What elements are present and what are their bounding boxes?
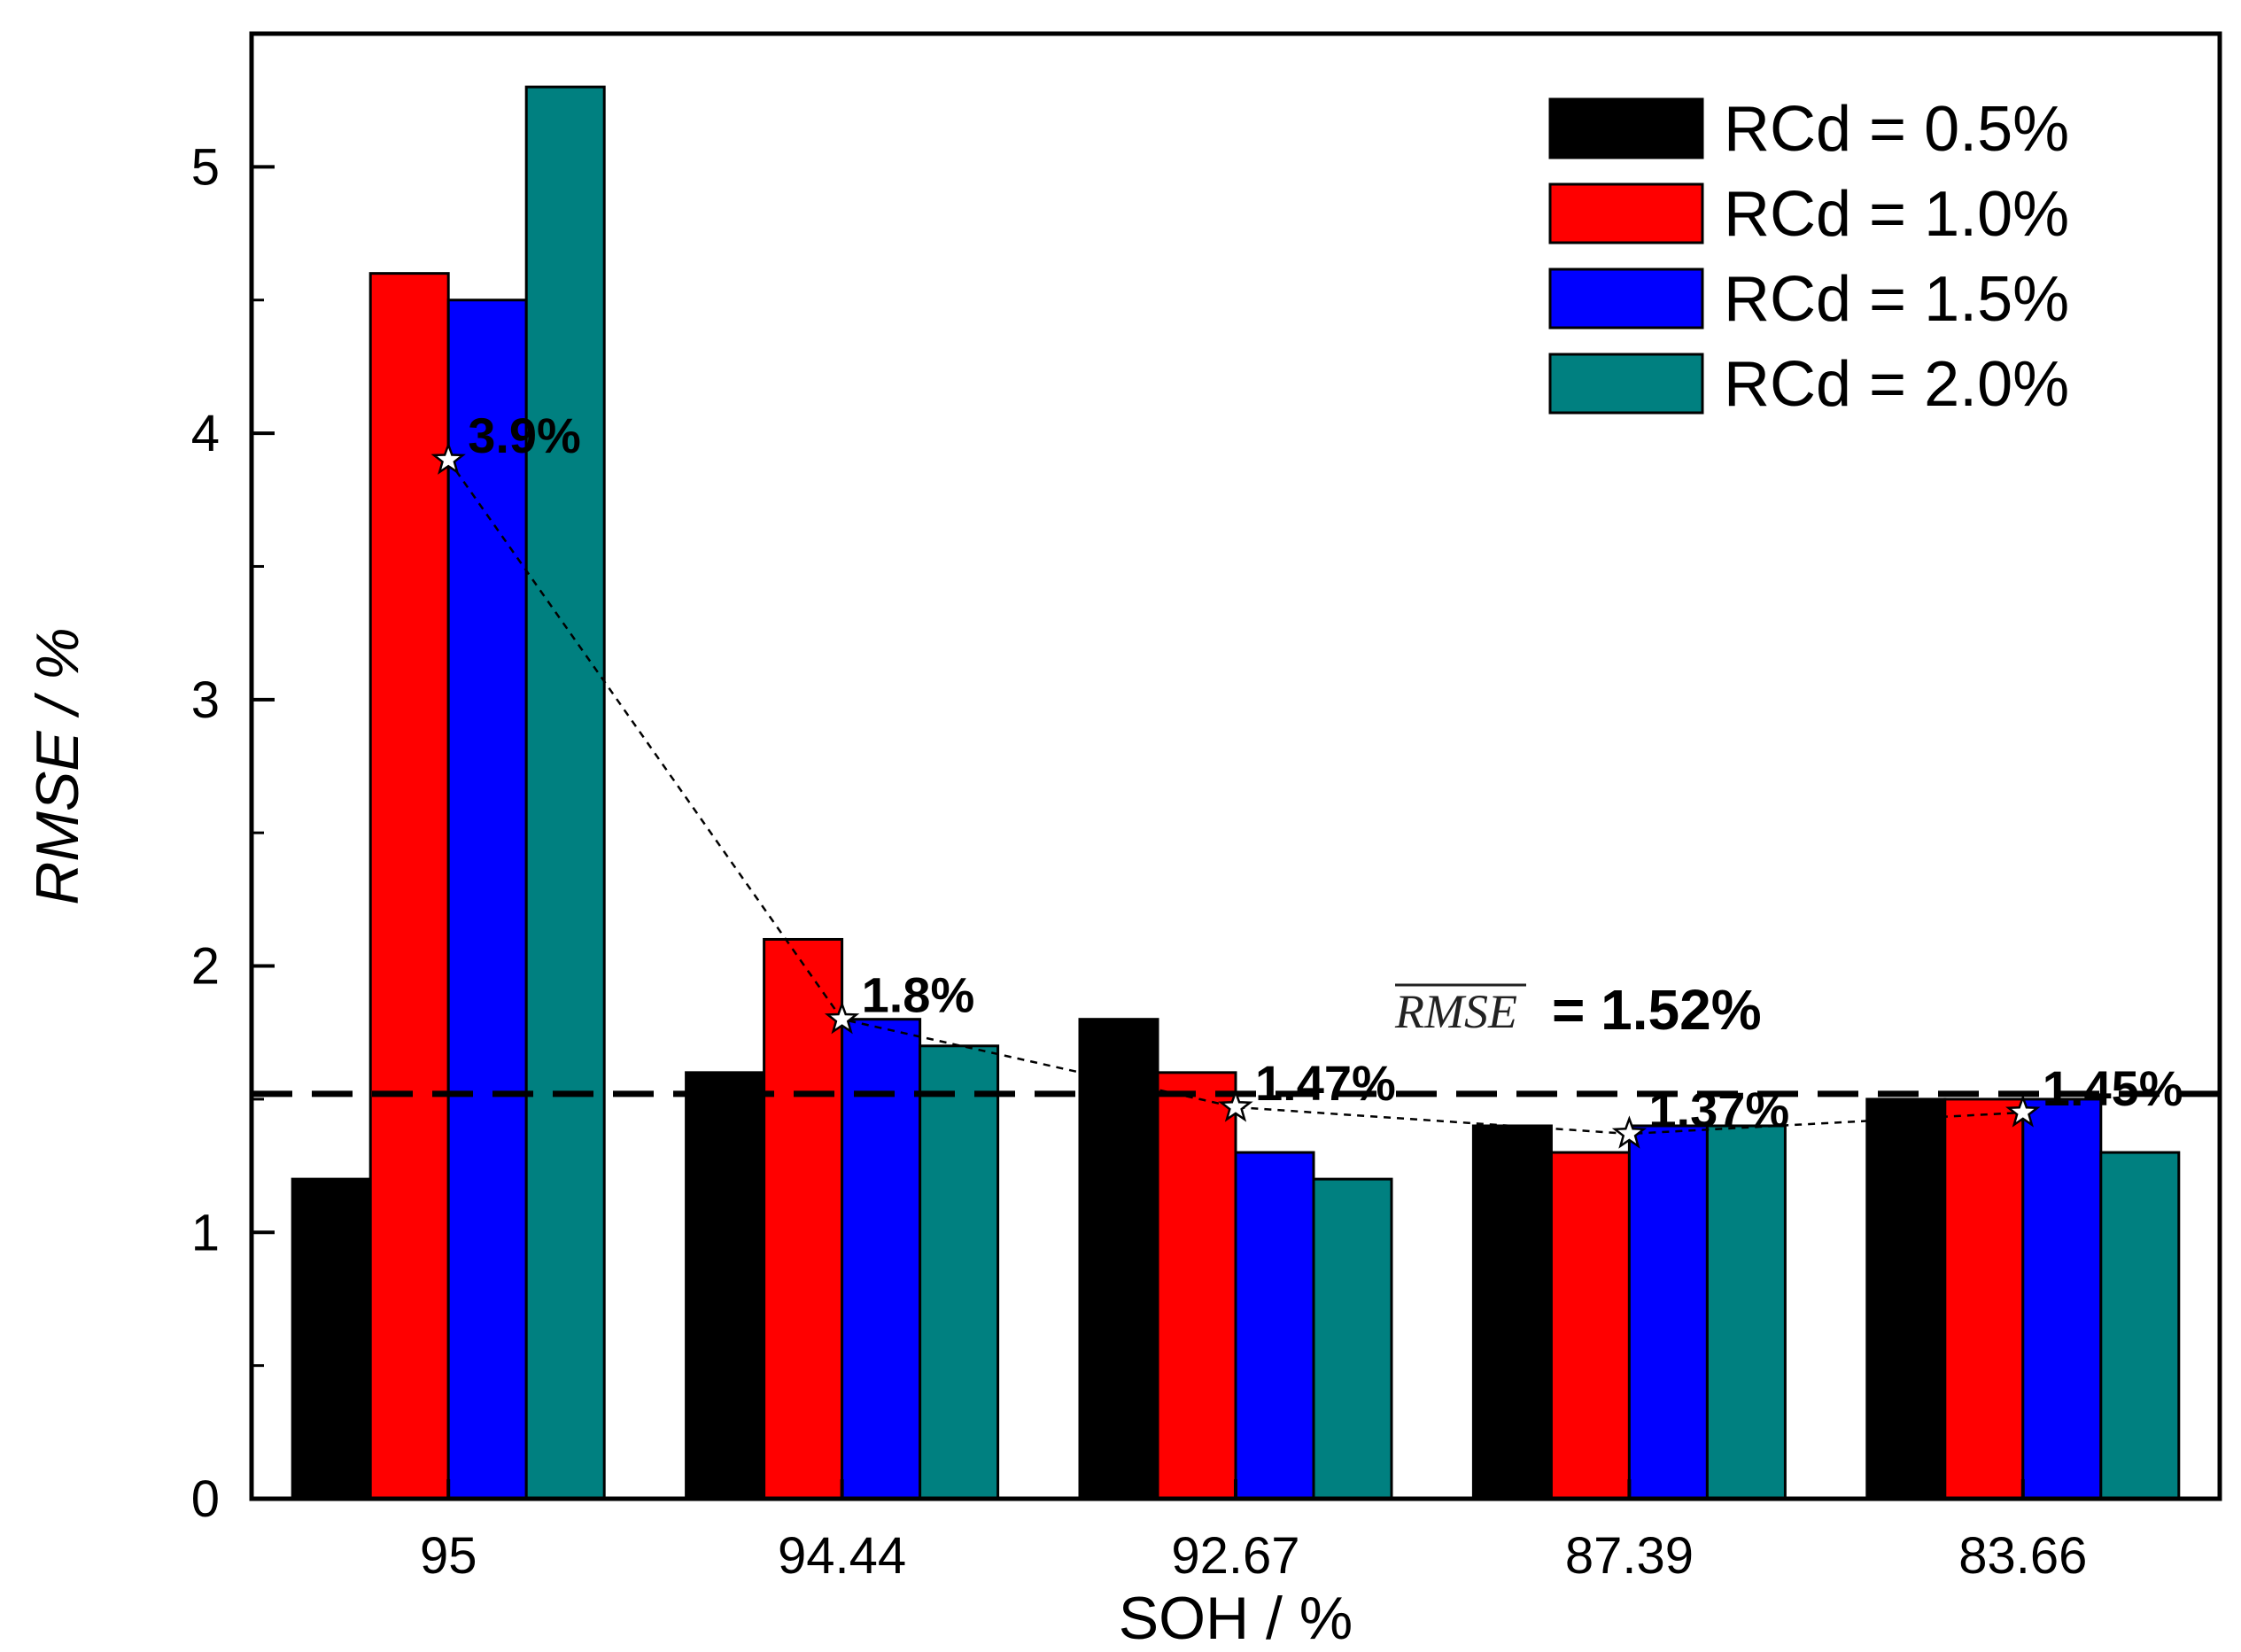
overall-mean-symbol: RMSE <box>1394 985 1517 1038</box>
axes-group: 0 1 2 3 4 5 95 94.44 92.67 87.39 83.66 <box>191 138 2088 1585</box>
trend-marker-95 <box>430 441 466 475</box>
legend-label-2: RCd = 1.0% <box>1724 179 2069 250</box>
legend-swatch-2 <box>1548 182 1704 244</box>
x-axis-title: SOH / % <box>1119 1585 1353 1652</box>
bar-series-3-95 <box>446 299 528 1501</box>
bar-series-3-92.67 <box>1234 1151 1315 1501</box>
trend-label-94.44: 1.8% <box>862 967 975 1023</box>
trend-label-83.66: 1.45% <box>2043 1060 2183 1116</box>
trend-marker-87.39 <box>1611 1115 1648 1149</box>
bar-series-1-95 <box>291 1177 372 1501</box>
bar-series-2-94.44 <box>763 937 844 1501</box>
legend-label-3: RCd = 1.5% <box>1724 264 2069 335</box>
trend-label-95: 3.9% <box>468 407 581 463</box>
trend-label-92.67: 1.47% <box>1255 1055 1396 1111</box>
y-tick-label-5: 5 <box>191 138 220 196</box>
legend-swatch-1 <box>1548 97 1704 159</box>
x-tick-label-83.66: 83.66 <box>1958 1527 2087 1585</box>
trend-line-group: 3.9% 1.8% 1.47% 1.37% 1.45% <box>430 407 2183 1149</box>
y-tick-label-1: 1 <box>191 1204 220 1261</box>
bar-series-4-95 <box>524 85 606 1501</box>
bars-group <box>291 85 2181 1501</box>
trend-marker-92.67 <box>1218 1089 1253 1122</box>
bar-series-2-83.66 <box>1943 1097 2025 1501</box>
x-tick-label-94.44: 94.44 <box>778 1527 906 1585</box>
bar-series-2-95 <box>368 272 450 1501</box>
x-tick-label-92.67: 92.67 <box>1171 1527 1299 1585</box>
bar-series-4-92.67 <box>1312 1177 1393 1501</box>
bar-series-1-83.66 <box>1865 1097 1947 1501</box>
legend-label-1: RCd = 0.5% <box>1724 94 2069 165</box>
y-tick-label-3: 3 <box>191 671 220 729</box>
bar-series-3-87.39 <box>1627 1124 1709 1501</box>
trend-marker-83.66 <box>2005 1094 2041 1128</box>
legend-swatch-3 <box>1548 268 1704 330</box>
trend-line <box>447 459 2023 1136</box>
y-tick-label-0: 0 <box>191 1470 220 1528</box>
bar-series-3-83.66 <box>2021 1097 2103 1501</box>
trend-label-87.39: 1.37% <box>1648 1082 1789 1137</box>
bar-series-1-87.39 <box>1471 1124 1553 1501</box>
trend-marker-94.44 <box>824 1001 860 1035</box>
bar-series-4-83.66 <box>2099 1151 2181 1501</box>
bar-series-4-94.44 <box>919 1044 1000 1501</box>
overall-mean-group: RMSE = 1.52% <box>252 978 2220 1097</box>
legend: RCd = 0.5% RCd = 1.0% RCd = 1.5% RCd = 2.0% <box>1548 94 2069 420</box>
bar-series-2-87.39 <box>1549 1151 1631 1501</box>
bar-series-2-92.67 <box>1156 1071 1237 1501</box>
bar-series-3-94.44 <box>841 1018 922 1501</box>
y-axis-title: RMSE / % <box>24 627 91 905</box>
overall-mean-label: = 1.52% <box>1552 978 1762 1042</box>
x-tick-label-87.39: 87.39 <box>1565 1527 1694 1585</box>
bar-series-4-87.39 <box>1705 1124 1787 1501</box>
legend-label-4: RCd = 2.0% <box>1724 349 2069 420</box>
y-tick-label-4: 4 <box>191 405 220 462</box>
bar-series-1-92.67 <box>1078 1018 1159 1501</box>
x-tick-label-95: 95 <box>420 1527 477 1585</box>
legend-swatch-4 <box>1548 353 1704 415</box>
bar-series-1-94.44 <box>685 1071 766 1501</box>
y-tick-label-2: 2 <box>191 938 220 996</box>
